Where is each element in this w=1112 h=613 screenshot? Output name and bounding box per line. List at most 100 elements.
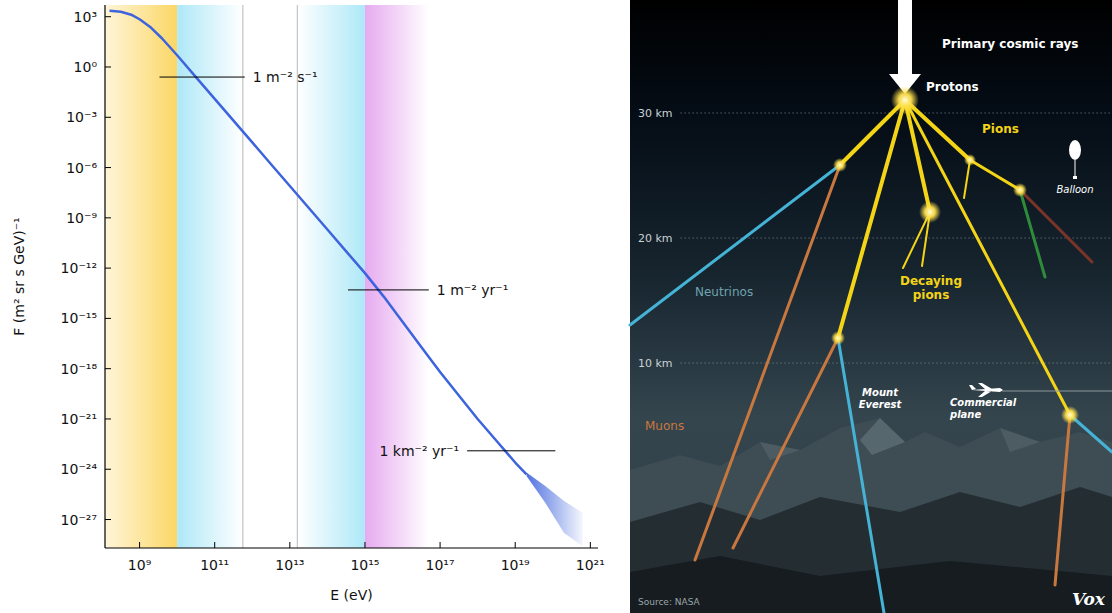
- y-axis-title: F (m² sr s GeV)⁻¹: [11, 217, 27, 335]
- flux-level-label: 1 m⁻² yr⁻¹: [437, 282, 509, 298]
- neutrino-track: [630, 165, 840, 325]
- y-tick-label: 10⁰: [74, 59, 98, 75]
- interaction-glow: [891, 86, 919, 114]
- y-tick: [105, 418, 111, 419]
- commercial-plane-label-line: plane: [949, 409, 981, 420]
- y-tick-label: 10⁻¹²: [61, 260, 97, 276]
- mount-everest-label: MountEverest: [859, 387, 903, 410]
- altitude-label: 10 km: [638, 357, 673, 370]
- flux-level-line: [348, 289, 429, 290]
- brand-logo: Vox: [1072, 589, 1106, 609]
- x-axis: [105, 547, 598, 548]
- energy-region: [105, 5, 177, 548]
- mount-everest-label-line: Mount: [862, 387, 899, 398]
- y-tick: [105, 217, 111, 218]
- x-tick: [139, 542, 140, 548]
- y-tick: [105, 66, 111, 67]
- energy-region: [297, 5, 365, 548]
- y-tick-label: 10⁻¹⁸: [61, 361, 98, 377]
- y-tick: [105, 268, 111, 269]
- mountain-face: [860, 418, 905, 455]
- commercial-plane-label-line: Commercial: [950, 397, 1017, 408]
- decaying-pions-label: Decayingpions: [900, 274, 962, 302]
- x-tick-label: 10²¹: [576, 557, 605, 573]
- plane-trail: [1002, 391, 1112, 392]
- y-tick-label: 10⁻³: [66, 109, 97, 125]
- y-tick-label: 10⁻²¹: [61, 411, 97, 427]
- ground: [630, 556, 1112, 613]
- flux-level-line: [467, 450, 555, 451]
- sky: [630, 0, 1112, 613]
- divider-line: [242, 5, 243, 548]
- balloon-string: [1075, 160, 1076, 176]
- x-axis-title: E (eV): [330, 587, 372, 603]
- foothills: [630, 487, 1112, 613]
- divider-line: [297, 5, 298, 548]
- x-tick-label: 10¹¹: [200, 557, 229, 573]
- uncertainty-band: [527, 473, 583, 547]
- mountain-range: [630, 418, 1112, 613]
- mountain-face: [1000, 428, 1040, 452]
- muon-track: [1055, 415, 1070, 585]
- primary-arrow: [898, 0, 912, 74]
- plot-area: [105, 5, 583, 548]
- y-tick: [105, 16, 111, 17]
- pion-track: [838, 100, 905, 338]
- balloon-icon: [1069, 140, 1081, 160]
- x-tick: [440, 542, 441, 548]
- pion-track: [905, 100, 930, 212]
- protons-label: Protons: [926, 80, 979, 94]
- muon-track: [733, 338, 838, 548]
- flux-level-label: 1 m⁻² s⁻¹: [253, 69, 318, 85]
- pion-track: [905, 100, 1070, 415]
- interaction-glow: [833, 158, 847, 172]
- neutrinos-label: Neutrinos: [695, 285, 753, 299]
- plane-icon: [969, 383, 1003, 397]
- x-tick-label: 10¹⁹: [501, 557, 530, 573]
- y-tick: [105, 117, 111, 118]
- x-tick: [289, 542, 290, 548]
- y-tick-label: 10³: [74, 9, 97, 25]
- source-note: Source: NASA: [638, 597, 701, 607]
- balloon-gondola: [1073, 176, 1077, 179]
- interaction-glow: [919, 201, 941, 223]
- interaction-glow: [1061, 406, 1079, 424]
- x-tick: [364, 542, 365, 548]
- energy-region: [177, 5, 243, 548]
- y-tick: [105, 469, 111, 470]
- x-tick-label: 10¹⁵: [350, 557, 379, 573]
- muon-track: [695, 165, 840, 560]
- x-tick: [515, 542, 516, 548]
- y-tick-label: 10⁻²⁷: [61, 512, 97, 528]
- altitude-line: [681, 113, 1112, 114]
- interaction-glow: [831, 331, 845, 345]
- altitude-label: 30 km: [638, 107, 673, 120]
- mount-everest-label-line: Everest: [859, 399, 903, 410]
- x-tick-label: 10⁹: [128, 557, 152, 573]
- decaying-pions-label-line: Decaying: [900, 274, 962, 288]
- spectrum-line: [109, 11, 526, 474]
- pion-track: [970, 160, 1020, 190]
- commercial-plane-label: Commercialplane: [949, 397, 1017, 420]
- y-tick-label: 10⁻²⁴: [61, 461, 98, 477]
- y-tick-label: 10⁻⁹: [66, 210, 97, 226]
- decaying-pions-label-line: pions: [913, 288, 950, 302]
- air-shower-diagram: 30 km20 km10 kmPrimary cosmic raysProton…: [630, 0, 1112, 613]
- muons-label: Muons: [645, 419, 684, 433]
- flux-level-label: 1 km⁻² yr⁻¹: [380, 443, 460, 459]
- chart-background: [0, 0, 630, 613]
- y-tick: [105, 519, 111, 520]
- y-tick-label: 10⁻¹⁵: [61, 310, 97, 326]
- decay-track: [1020, 190, 1045, 277]
- neutrino-track: [838, 338, 884, 613]
- balloon-label: Balloon: [1056, 184, 1093, 195]
- pions-label: Pions: [982, 122, 1019, 136]
- x-tick-label: 10¹³: [275, 557, 304, 573]
- flux-level-line: [160, 77, 245, 78]
- y-tick-label: 10⁻⁶: [66, 160, 97, 176]
- interaction-glow: [1013, 183, 1027, 197]
- x-tick-label: 10¹⁷: [426, 557, 455, 573]
- y-tick: [105, 368, 111, 369]
- y-tick: [105, 167, 111, 168]
- y-tick: [105, 318, 111, 319]
